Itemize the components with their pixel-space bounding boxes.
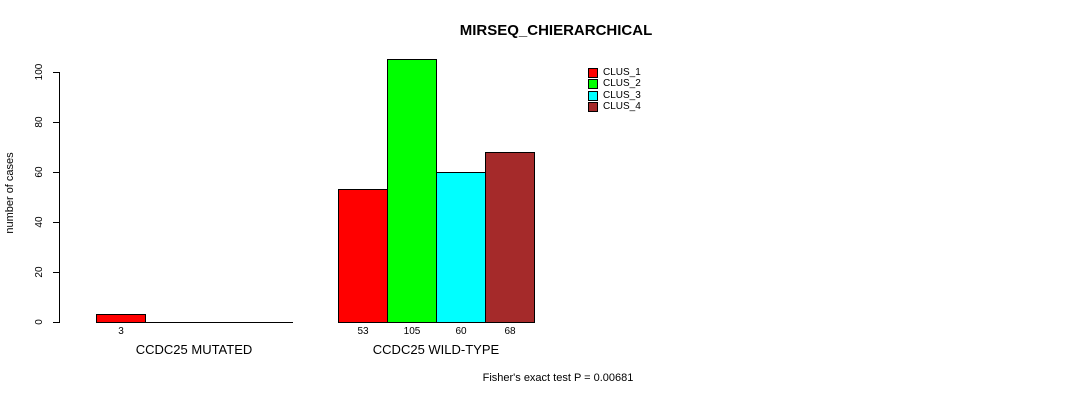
legend-label: CLUS_2 xyxy=(603,78,641,90)
bar-clus_1 xyxy=(96,314,146,323)
y-axis-tick-label: 60 xyxy=(34,166,45,178)
legend-swatch-clus_1 xyxy=(588,67,598,78)
y-axis-line xyxy=(59,72,60,323)
legend-label: CLUS_4 xyxy=(603,101,641,113)
bar-zero-baseline xyxy=(243,322,293,323)
y-axis-tick xyxy=(53,222,59,223)
bar-clus_2 xyxy=(387,59,437,323)
legend-swatch-clus_4 xyxy=(588,102,598,113)
group-label: CCDC25 WILD-TYPE xyxy=(372,342,500,357)
y-axis-tick-label: 0 xyxy=(34,319,45,325)
legend-row: CLUS_1 xyxy=(588,67,641,79)
group-label: CCDC25 MUTATED xyxy=(135,342,253,357)
bar-value-label: 68 xyxy=(504,326,516,337)
y-axis-tick xyxy=(53,172,59,173)
y-axis-tick-label: 100 xyxy=(34,63,45,81)
legend: CLUS_1 CLUS_2 CLUS_3 CLUS_4 xyxy=(588,67,641,113)
legend-row: CLUS_2 xyxy=(588,79,641,91)
y-axis-tick xyxy=(53,272,59,273)
y-axis-tick xyxy=(53,122,59,123)
legend-label: CLUS_1 xyxy=(603,66,641,78)
chart-title: MIRSEQ_CHIERARCHICAL xyxy=(459,22,653,39)
bar-value-label: 53 xyxy=(357,326,369,337)
y-axis-tick xyxy=(53,72,59,73)
bar-zero-baseline xyxy=(145,322,195,323)
bar-value-label: 60 xyxy=(455,326,467,337)
legend-swatch-clus_2 xyxy=(588,79,598,90)
y-axis-tick-label: 80 xyxy=(34,116,45,128)
legend-label: CLUS_3 xyxy=(603,89,641,101)
footnote: Fisher's exact test P = 0.00681 xyxy=(482,372,634,384)
bar-zero-baseline xyxy=(194,322,244,323)
bar-clus_1 xyxy=(338,189,388,323)
bar-value-label: 3 xyxy=(118,326,124,337)
y-axis-tick-label: 40 xyxy=(34,216,45,228)
y-axis-tick xyxy=(53,322,59,323)
legend-row: CLUS_3 xyxy=(588,90,641,102)
bar-clus_3 xyxy=(436,172,486,323)
legend-swatch-clus_3 xyxy=(588,90,598,101)
bar-value-label: 105 xyxy=(403,326,421,337)
bar-clus_4 xyxy=(485,152,535,323)
legend-row: CLUS_4 xyxy=(588,102,641,114)
y-axis-tick-label: 20 xyxy=(34,266,45,278)
